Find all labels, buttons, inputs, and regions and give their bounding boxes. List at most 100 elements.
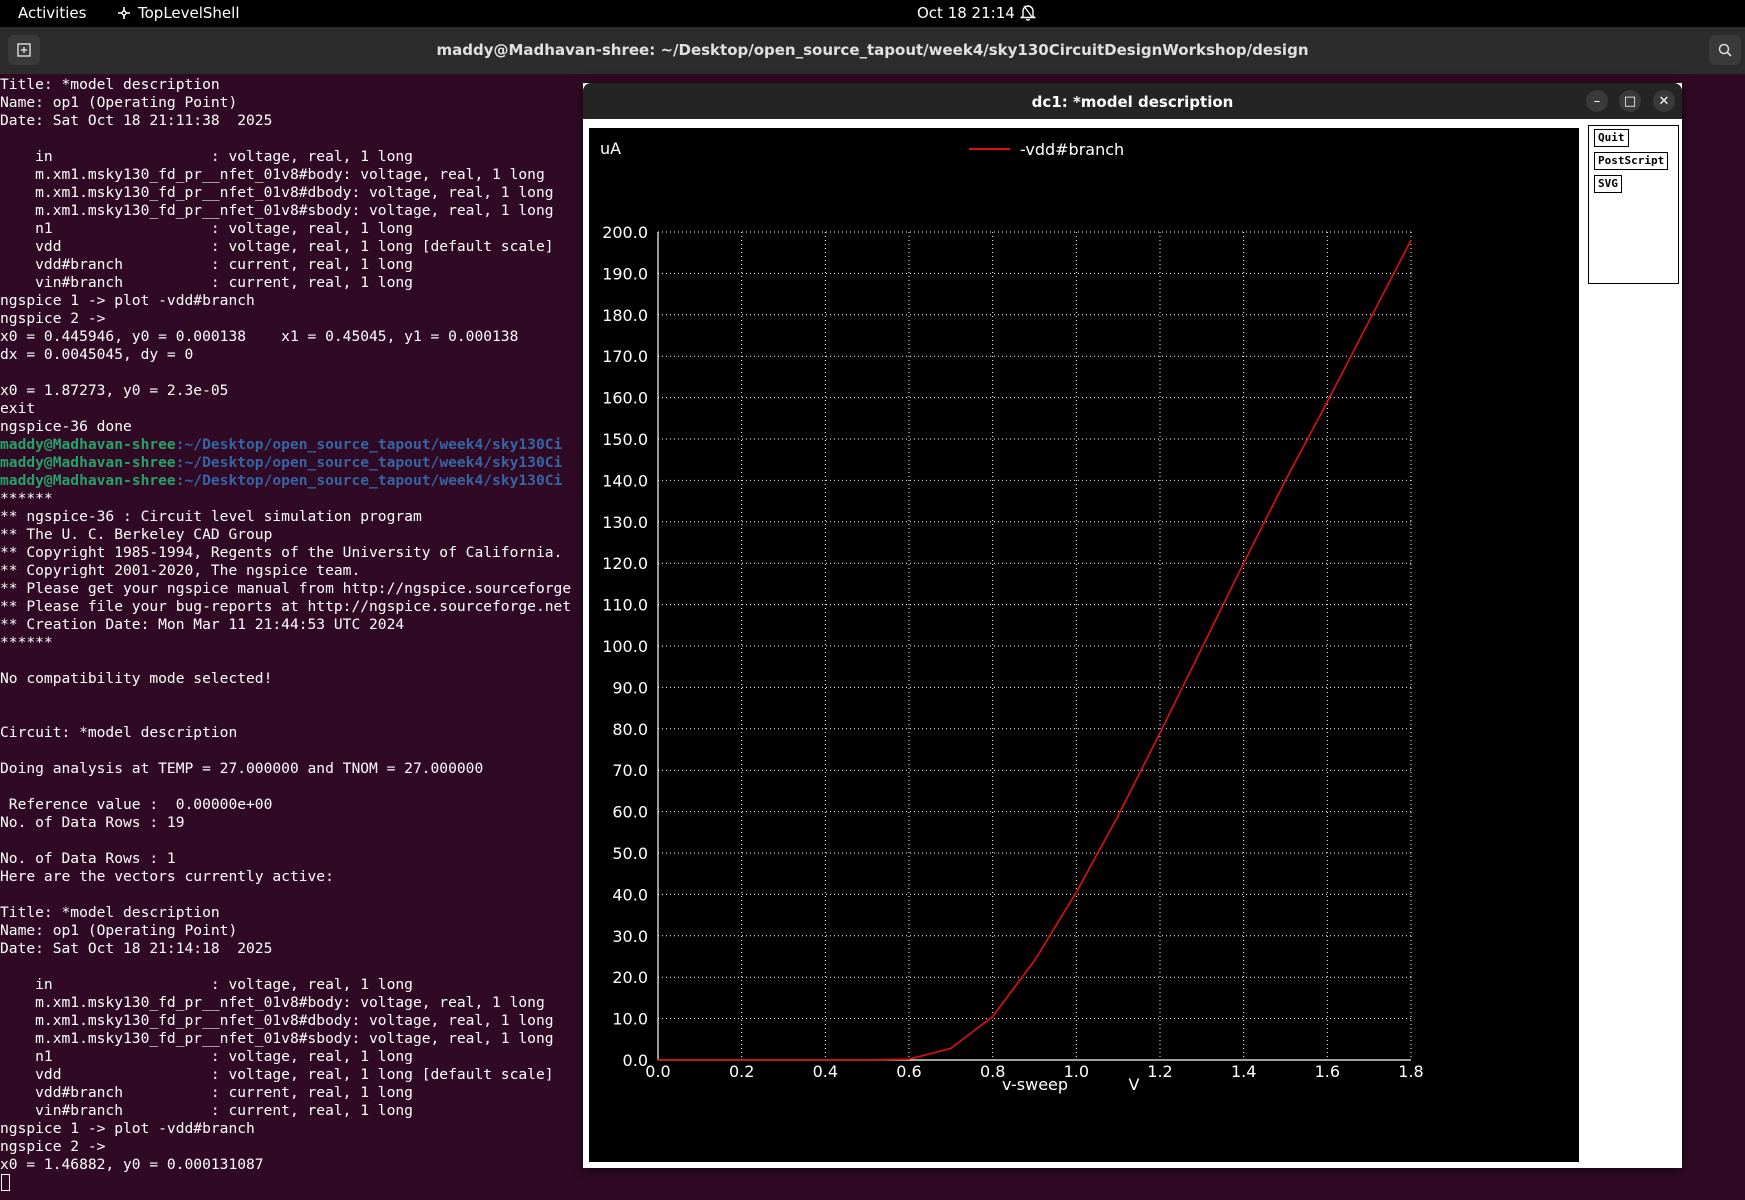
terminal-line: Circuit: *model description xyxy=(0,724,238,741)
terminal-line: ****** xyxy=(0,634,53,651)
search-icon xyxy=(1718,43,1732,57)
data-point xyxy=(699,1059,701,1061)
y-tick-label: 180.0 xyxy=(602,306,648,325)
data-point xyxy=(950,1047,952,1050)
terminal-line: vdd#branch : current, real, 1 long xyxy=(0,256,413,273)
y-tick-label: 50.0 xyxy=(612,844,648,863)
x-tick-label: 1.4 xyxy=(1231,1062,1256,1081)
terminal-line xyxy=(0,742,600,760)
y-tick-label: 60.0 xyxy=(612,803,648,822)
close-button[interactable]: ✕ xyxy=(1653,90,1675,112)
y-tick-label: 40.0 xyxy=(612,885,648,904)
close-icon: ✕ xyxy=(1658,93,1670,109)
y-tick-label: 160.0 xyxy=(602,389,648,408)
y-axis-label: uA xyxy=(600,139,621,158)
data-point xyxy=(908,1058,910,1060)
terminal-line: ** Please file your bug-reports at http:… xyxy=(0,598,572,615)
plot-window-titlebar[interactable]: dc1: *model description – □ ✕ xyxy=(583,83,1682,119)
terminal-line: maddy@Madhavan-shree:~/Desktop/open_sour… xyxy=(0,436,600,454)
app-name: TopLevelShell xyxy=(138,4,240,22)
terminal-line: ngspice 2 -> xyxy=(0,1138,106,1155)
plot-background xyxy=(589,128,1579,1162)
search-button[interactable] xyxy=(1709,35,1741,65)
y-tick-label: 200.0 xyxy=(602,223,648,242)
terminal-line: ** Copyright 1985-1994, Regents of the U… xyxy=(0,544,563,561)
terminal-line: ** The U. C. Berkeley CAD Group xyxy=(0,526,273,543)
terminal-line: vdd#branch : current, real, 1 long xyxy=(0,1084,413,1101)
activities-button[interactable]: Activities xyxy=(18,4,87,22)
prompt-path: :~/Desktop/open_source_tapout/week4/sky1… xyxy=(175,472,563,489)
prompt-user: maddy@Madhavan-shree xyxy=(0,472,176,489)
y-tick-label: 20.0 xyxy=(612,968,648,987)
data-point xyxy=(1159,732,1161,734)
plot-area[interactable]: 0.0 0.2 0.4 0.6 0.8 1.0 1.2 1.4 1.6 1.8 0.0 10.0 20.… xyxy=(589,128,1579,1162)
terminal-line: x0 = 0.445946, y0 = 0.000138 x1 = 0.4504… xyxy=(0,328,519,345)
terminal-line xyxy=(0,832,600,850)
terminal-line xyxy=(0,778,600,796)
terminal-line: Reference value : 0.00000e+00 xyxy=(0,796,273,813)
terminal-line: ngspice 1 -> plot -vdd#branch xyxy=(0,1120,255,1137)
y-tick-label: 100.0 xyxy=(602,637,648,656)
terminal-line: x0 = 1.46882, y0 = 0.000131087 xyxy=(0,1156,264,1173)
terminal-output[interactable]: Title: *model description Name: op1 (Oper… xyxy=(0,76,600,1200)
app-menu[interactable]: TopLevelShell xyxy=(116,4,240,22)
maximize-icon: □ xyxy=(1623,93,1637,109)
y-tick-label: 90.0 xyxy=(612,678,648,697)
data-point xyxy=(1326,400,1329,403)
terminal-line: vdd : voltage, real, 1 long [default sca… xyxy=(0,1066,554,1083)
top-bar: Activities TopLevelShell Oct 18 21:14 xyxy=(0,0,1745,27)
terminal-line: m.xm1.msky130_fd_pr__nfet_01v8#body: vol… xyxy=(0,994,545,1011)
y-tick-label: 130.0 xyxy=(602,513,648,532)
x-tick-label: 1.2 xyxy=(1147,1062,1172,1081)
terminal-line: vin#branch : current, real, 1 long xyxy=(0,274,413,291)
terminal-cursor xyxy=(1,1174,10,1191)
minimize-button[interactable]: – xyxy=(1586,90,1608,112)
data-point xyxy=(740,1059,743,1061)
svg-button[interactable]: SVG xyxy=(1594,175,1622,193)
terminal-line: in : voltage, real, 1 long xyxy=(0,148,413,165)
postscript-button[interactable]: PostScript xyxy=(1594,152,1669,170)
terminal-line xyxy=(0,364,600,382)
terminal-line: vdd : voltage, real, 1 long [default sca… xyxy=(0,238,554,255)
terminal-line: in : voltage, real, 1 long xyxy=(0,976,413,993)
x-tick-label: 0.4 xyxy=(813,1062,838,1081)
x-tick-label: 1.0 xyxy=(1064,1062,1089,1081)
terminal-line: ****** xyxy=(0,490,53,507)
terminal-line xyxy=(0,886,600,904)
data-point xyxy=(1033,959,1036,962)
terminal-line: n1 : voltage, real, 1 long xyxy=(0,220,413,237)
data-point xyxy=(1117,814,1119,817)
terminal-line: ** Copyright 2001-2020, The ngspice team… xyxy=(0,562,361,579)
data-point xyxy=(657,1059,659,1061)
plot-button-panel: Quit PostScript SVG xyxy=(1588,125,1679,284)
maximize-button[interactable]: □ xyxy=(1619,90,1641,112)
terminal-line: No. of Data Rows : 19 xyxy=(0,814,185,831)
x-tick-label: 0.6 xyxy=(896,1062,921,1081)
notification-bell-icon[interactable] xyxy=(1019,3,1037,25)
app-icon xyxy=(118,7,130,19)
y-tick-label: 170.0 xyxy=(602,347,648,366)
terminal-line: ngspice 2 -> xyxy=(0,310,106,327)
plot-window-title: dc1: *model description xyxy=(1031,93,1234,111)
terminal-line: ngspice-36 done xyxy=(0,418,132,435)
terminal-line: Date: Sat Oct 18 21:14:18 2025 xyxy=(0,940,273,957)
terminal-line: ** ngspice-36 : Circuit level simulation… xyxy=(0,508,422,525)
data-point xyxy=(782,1059,785,1061)
y-tick-label: 80.0 xyxy=(612,720,648,739)
new-tab-button[interactable] xyxy=(8,35,40,65)
y-tick-label: 140.0 xyxy=(602,471,648,490)
x-axis-unit: V xyxy=(1129,1075,1140,1094)
quit-button[interactable]: Quit xyxy=(1594,129,1629,147)
data-point xyxy=(824,1059,827,1061)
clock[interactable]: Oct 18 21:14 xyxy=(917,4,1015,22)
y-tick-label: 0.0 xyxy=(623,1051,648,1070)
x-tick-label: 0.8 xyxy=(980,1062,1005,1081)
minimize-icon: – xyxy=(1593,93,1601,109)
terminal-line: m.xm1.msky130_fd_pr__nfet_01v8#sbody: vo… xyxy=(0,1030,554,1047)
prompt-user: maddy@Madhavan-shree xyxy=(0,454,176,471)
data-point xyxy=(1284,479,1287,482)
terminal-line xyxy=(0,688,600,706)
terminal-line xyxy=(0,130,600,148)
terminal-line: ** Please get your ngspice manual from h… xyxy=(0,580,572,597)
terminal-line: dx = 0.0045045, dy = 0 xyxy=(0,346,194,363)
